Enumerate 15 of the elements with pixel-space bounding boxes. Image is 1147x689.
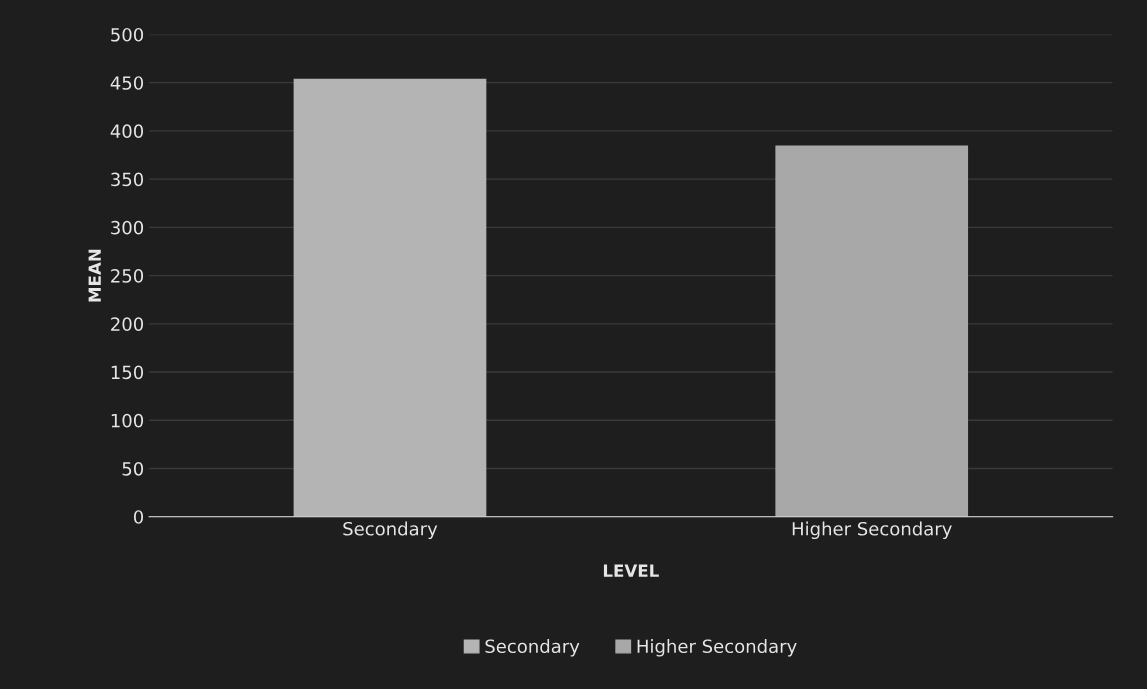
y-tick-label: 50 — [122, 461, 144, 476]
y-axis-title: MEAN — [88, 249, 101, 302]
y-tick-label: 300 — [111, 220, 144, 235]
legend-label: Secondary — [485, 639, 580, 657]
y-tick-label: 450 — [110, 76, 144, 90]
y-tick-label: 250 — [111, 269, 144, 283]
y-tick-label: 200 — [111, 317, 144, 331]
legend-label: Higher Secondary — [637, 639, 797, 657]
y-tick-label: 350 — [111, 172, 144, 187]
y-tick-label: 150 — [111, 365, 144, 380]
y-tick-label: 100 — [111, 413, 144, 428]
y-tick-label: 400 — [110, 124, 144, 139]
y-tick-label: 0 — [133, 510, 144, 524]
y-tick-label: 500 — [111, 27, 144, 42]
x-axis-title: LEVEL — [603, 564, 659, 577]
